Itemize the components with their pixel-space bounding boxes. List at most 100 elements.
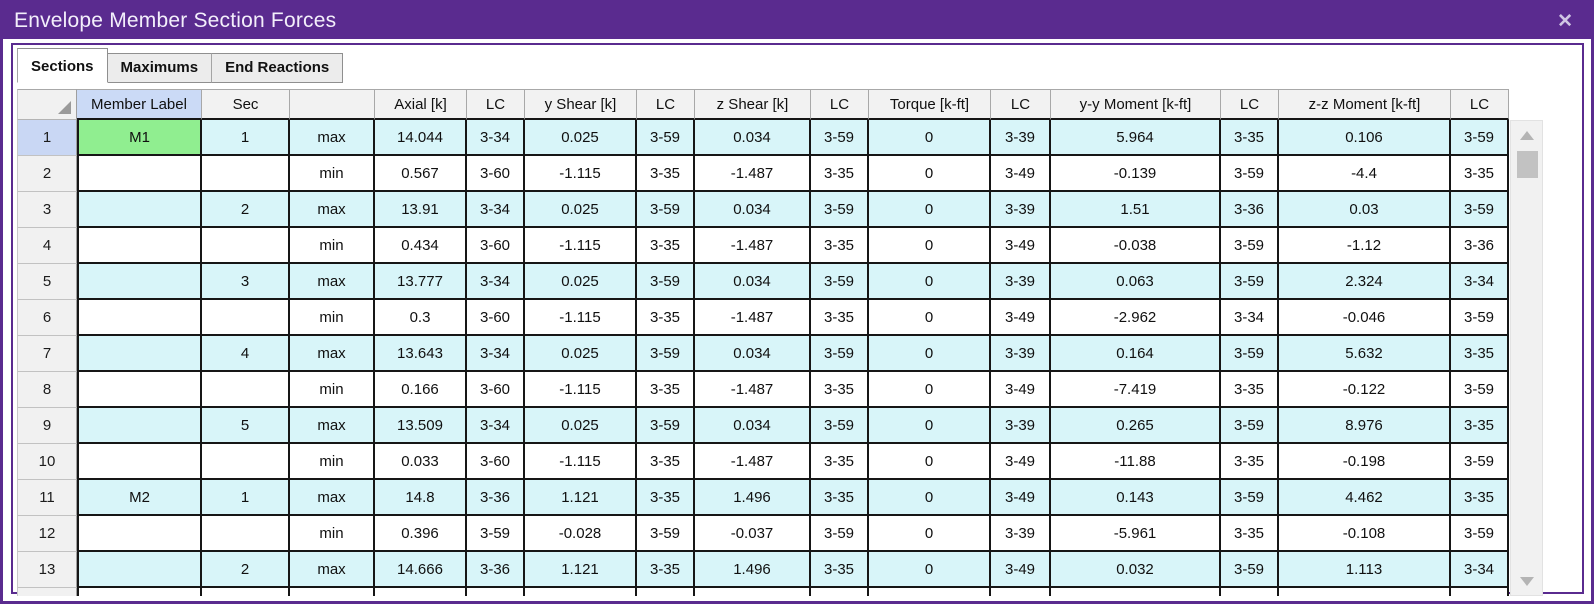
tab-maximums[interactable]: Maximums xyxy=(106,53,213,83)
grid-cell[interactable] xyxy=(1221,588,1279,596)
grid-cell[interactable]: max xyxy=(290,408,375,444)
row-number-cell[interactable]: 4 xyxy=(17,228,77,264)
grid-cell[interactable] xyxy=(202,516,290,552)
grid-cell[interactable]: 3-59 xyxy=(811,192,869,228)
grid-cell[interactable] xyxy=(77,192,202,228)
selected-cell[interactable]: M1 xyxy=(77,120,202,156)
grid-cell[interactable]: 3-60 xyxy=(467,228,525,264)
row-number-cell[interactable]: 6 xyxy=(17,300,77,336)
grid-cell[interactable]: 3-35 xyxy=(1221,372,1279,408)
grid-cell[interactable]: min xyxy=(290,444,375,480)
grid-cell[interactable] xyxy=(637,588,695,596)
grid-cell[interactable]: 2 xyxy=(202,552,290,588)
grid-cell[interactable]: -1.487 xyxy=(695,156,811,192)
grid-cell[interactable]: 13.777 xyxy=(375,264,467,300)
grid-cell[interactable]: -0.037 xyxy=(695,516,811,552)
grid-cell[interactable]: 13.643 xyxy=(375,336,467,372)
grid-cell[interactable]: 3-36 xyxy=(467,480,525,516)
grid-cell[interactable]: 3-35 xyxy=(811,228,869,264)
grid-cell[interactable]: 0.265 xyxy=(1051,408,1221,444)
grid-cell[interactable]: 3-59 xyxy=(811,516,869,552)
title-bar[interactable]: Envelope Member Section Forces ✕ xyxy=(3,3,1591,39)
grid-cell[interactable]: 3-35 xyxy=(637,372,695,408)
grid-cell[interactable]: 0.396 xyxy=(375,516,467,552)
grid-cell[interactable]: 3-35 xyxy=(637,552,695,588)
column-header[interactable]: LC xyxy=(637,89,695,120)
grid-cell[interactable]: 0.034 xyxy=(695,408,811,444)
grid-cell[interactable]: max xyxy=(290,120,375,156)
grid-cell[interactable]: 3-39 xyxy=(991,192,1051,228)
grid-cell[interactable]: 3-60 xyxy=(467,372,525,408)
grid-cell[interactable]: -1.487 xyxy=(695,444,811,480)
vertical-scrollbar[interactable] xyxy=(1510,120,1543,596)
grid-cell[interactable]: 3-59 xyxy=(637,192,695,228)
grid-cell[interactable]: 3-49 xyxy=(991,552,1051,588)
grid-cell[interactable]: -5.961 xyxy=(1051,516,1221,552)
grid-cell[interactable] xyxy=(290,588,375,596)
row-number-cell[interactable]: 8 xyxy=(17,372,77,408)
column-header[interactable]: Axial [k] xyxy=(375,89,467,120)
grid-cell[interactable]: 1 xyxy=(202,480,290,516)
grid-cell[interactable]: 3-39 xyxy=(991,264,1051,300)
grid-cell[interactable]: min xyxy=(290,372,375,408)
grid-cell[interactable] xyxy=(77,264,202,300)
grid-cell[interactable]: -4.4 xyxy=(1279,156,1451,192)
grid-cell[interactable]: 3-59 xyxy=(1451,120,1509,156)
grid-cell[interactable]: 0.106 xyxy=(1279,120,1451,156)
row-number-cell[interactable]: 2 xyxy=(17,156,77,192)
grid-cell[interactable]: -0.046 xyxy=(1279,300,1451,336)
grid-cell[interactable]: max xyxy=(290,336,375,372)
grid-cell[interactable]: -7.419 xyxy=(1051,372,1221,408)
grid-cell[interactable]: 0.567 xyxy=(375,156,467,192)
grid-cell[interactable]: -0.028 xyxy=(525,516,637,552)
grid-cell[interactable]: 3-49 xyxy=(991,300,1051,336)
grid-cell[interactable]: 2 xyxy=(202,192,290,228)
column-header[interactable]: LC xyxy=(1221,89,1279,120)
grid-cell[interactable]: 3-59 xyxy=(637,516,695,552)
grid-cell[interactable]: 0 xyxy=(869,444,991,480)
grid-cell[interactable] xyxy=(77,336,202,372)
grid-cell[interactable]: -0.198 xyxy=(1279,444,1451,480)
grid-cell[interactable]: 3-35 xyxy=(811,444,869,480)
grid-cell[interactable]: -1.487 xyxy=(695,228,811,264)
grid-cell[interactable]: 3-59 xyxy=(811,336,869,372)
grid-cell[interactable]: 0.166 xyxy=(375,372,467,408)
grid-cell[interactable]: 0 xyxy=(869,192,991,228)
grid-cell[interactable]: 3-59 xyxy=(1221,336,1279,372)
column-header[interactable]: y-y Moment [k-ft] xyxy=(1051,89,1221,120)
grid-cell[interactable]: 3-34 xyxy=(467,264,525,300)
row-number-cell[interactable]: 9 xyxy=(17,408,77,444)
grid-cell[interactable] xyxy=(202,444,290,480)
grid-cell[interactable]: 3-59 xyxy=(1221,156,1279,192)
grid-cell[interactable] xyxy=(202,372,290,408)
grid-cell[interactable]: 3-35 xyxy=(637,156,695,192)
row-number-cell[interactable]: 5 xyxy=(17,264,77,300)
grid-cell[interactable]: 0.164 xyxy=(1051,336,1221,372)
grid-cell[interactable]: 3-35 xyxy=(811,480,869,516)
grid-cell[interactable]: -1.115 xyxy=(525,228,637,264)
grid-cell[interactable]: 3-59 xyxy=(1221,264,1279,300)
grid-cell[interactable]: 3-60 xyxy=(467,156,525,192)
grid-cell[interactable]: 13.91 xyxy=(375,192,467,228)
grid-cell[interactable]: -1.487 xyxy=(695,372,811,408)
grid-cell[interactable]: min xyxy=(290,228,375,264)
grid-cell[interactable]: 3-59 xyxy=(1221,408,1279,444)
grid-cell[interactable]: 0.03 xyxy=(1279,192,1451,228)
grid-cell[interactable]: 3-59 xyxy=(1451,444,1509,480)
grid-cell[interactable]: 1 xyxy=(202,120,290,156)
grid-cell[interactable]: 0 xyxy=(869,408,991,444)
grid-cell[interactable]: 3-35 xyxy=(1221,516,1279,552)
grid-cell[interactable]: -1.487 xyxy=(695,300,811,336)
grid-cell[interactable]: 14.044 xyxy=(375,120,467,156)
grid-cell[interactable]: 3-39 xyxy=(991,516,1051,552)
grid-cell[interactable]: 3-60 xyxy=(467,300,525,336)
grid-cell[interactable]: 3-34 xyxy=(467,192,525,228)
grid-cell[interactable]: 3-35 xyxy=(1451,408,1509,444)
grid-cell[interactable]: 3-59 xyxy=(1221,480,1279,516)
grid-cell[interactable]: 3-59 xyxy=(811,408,869,444)
grid-cell[interactable]: -2.962 xyxy=(1051,300,1221,336)
grid-cell[interactable]: 3-35 xyxy=(811,552,869,588)
grid-cell[interactable]: 0.032 xyxy=(1051,552,1221,588)
grid-cell[interactable]: -1.12 xyxy=(1279,228,1451,264)
grid-cell[interactable]: 3-35 xyxy=(1451,480,1509,516)
